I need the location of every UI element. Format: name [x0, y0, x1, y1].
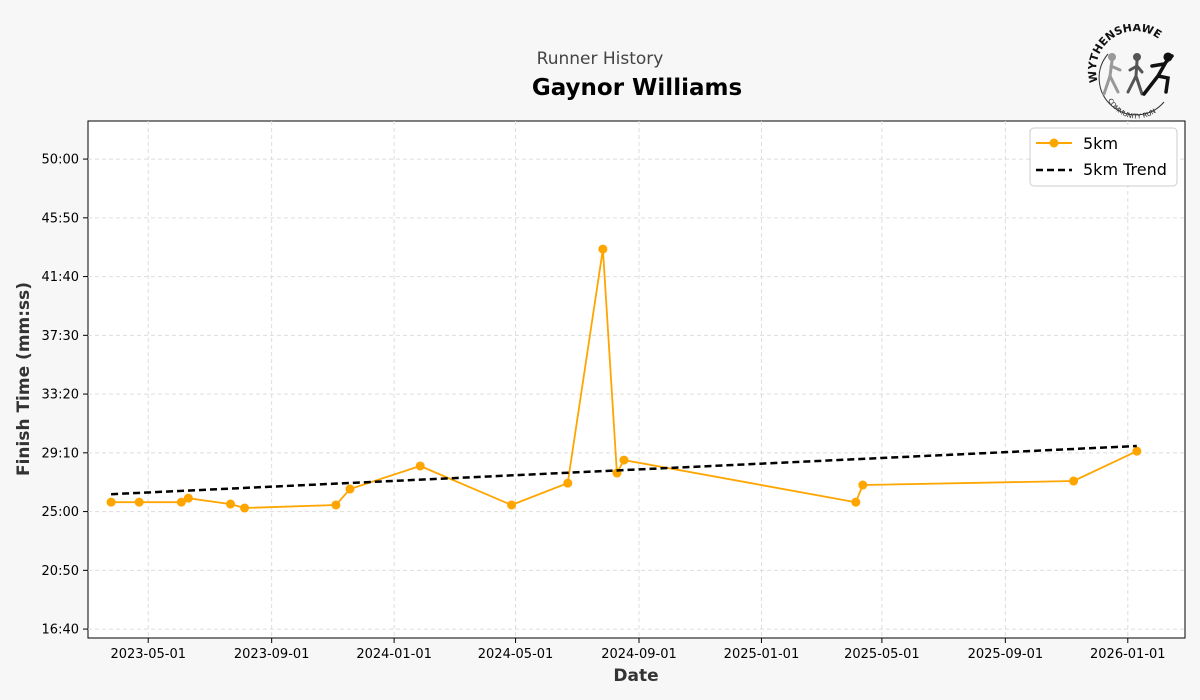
chart-title: Gaynor Williams	[532, 75, 742, 101]
y-tick-label: 20:50	[42, 564, 79, 579]
legend: 5km 5km Trend	[1029, 127, 1178, 187]
y-tick-label: 16:40	[42, 623, 79, 638]
data-point-5km	[858, 480, 868, 490]
y-axis-label: Finish Time (mm:ss)	[14, 282, 34, 476]
data-point-5km	[563, 478, 573, 488]
data-point-5km	[1132, 446, 1142, 456]
x-tick-label: 2023-09-01	[234, 647, 310, 662]
x-tick-label: 2025-09-01	[968, 647, 1044, 662]
y-tick-label: 41:40	[42, 270, 79, 285]
data-point-5km	[226, 499, 236, 509]
chart-subtitle: Runner History	[537, 49, 664, 69]
data-point-5km	[345, 484, 355, 494]
x-tick-label: 2025-01-01	[724, 647, 800, 662]
data-point-5km	[183, 493, 193, 503]
trend-line	[111, 444, 1137, 496]
data-point-5km	[1069, 476, 1079, 486]
y-tick-label: 45:50	[42, 211, 79, 226]
x-tick-label: 2024-01-01	[356, 647, 432, 662]
y-tick-label: 25:00	[42, 505, 79, 520]
x-axis-label: Date	[613, 666, 658, 686]
x-tick-label: 2023-05-01	[110, 647, 186, 662]
y-tick-label: 29:10	[42, 446, 79, 461]
y-tick-label: 50:00	[42, 153, 79, 168]
data-point-5km	[851, 497, 861, 507]
x-tick-label: 2024-09-01	[601, 647, 677, 662]
data-point-5km	[415, 461, 425, 471]
wythenshawe-logo: WYTHENSHAWE COMMUNITY RUN	[1086, 24, 1174, 120]
data-point-5km	[598, 244, 608, 254]
data-point-5km	[619, 455, 629, 465]
legend-trend-label: 5km Trend	[1083, 160, 1167, 179]
x-tick-label: 2026-01-01	[1090, 647, 1166, 662]
data-point-5km	[176, 497, 186, 507]
data-point-5km	[507, 500, 517, 510]
svg-text:WYTHENSHAWE: WYTHENSHAWE	[1086, 24, 1164, 84]
svg-text:COMMUNITY RUN: COMMUNITY RUN	[1106, 97, 1157, 120]
data-point-5km	[106, 497, 116, 507]
data-point-5km	[240, 503, 250, 513]
legend-5km-marker	[1049, 138, 1059, 148]
y-tick-label: 33:20	[42, 388, 79, 403]
legend-5km-label: 5km	[1083, 134, 1118, 153]
x-tick-label: 2025-05-01	[844, 647, 920, 662]
x-tick-label: 2024-05-01	[478, 647, 554, 662]
data-point-5km	[134, 497, 144, 507]
data-point-5km	[331, 500, 341, 510]
y-tick-label: 37:30	[42, 329, 79, 344]
plot-area	[87, 120, 1186, 639]
